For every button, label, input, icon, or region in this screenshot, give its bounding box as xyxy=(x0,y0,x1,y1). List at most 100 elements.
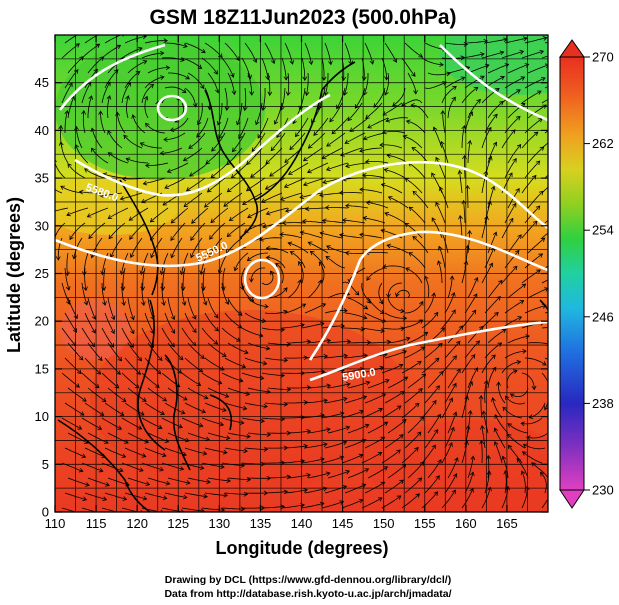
streamline-arrow xyxy=(439,62,444,67)
streamline xyxy=(257,117,269,139)
streamline-arrow xyxy=(77,369,82,375)
streamline xyxy=(184,447,207,455)
streamline-arrow xyxy=(486,454,491,460)
streamline-arrow xyxy=(124,439,129,444)
streamline-arrow xyxy=(438,342,443,348)
streamline-arrow xyxy=(339,411,345,417)
streamline xyxy=(161,252,169,275)
streamline xyxy=(107,432,129,444)
streamline xyxy=(527,237,545,254)
streamline xyxy=(387,244,409,254)
streamline xyxy=(501,486,509,509)
streamline-arrow xyxy=(74,143,79,149)
streamline-arrow xyxy=(522,348,527,354)
streamline-arrow xyxy=(461,199,467,205)
streamline-arrow xyxy=(462,154,467,160)
streamline xyxy=(224,402,247,410)
streamline xyxy=(61,372,80,388)
streamline-arrow xyxy=(119,196,125,201)
streamline-arrow xyxy=(519,49,525,55)
streamline xyxy=(341,454,363,464)
streamline xyxy=(83,252,89,275)
streamline-arrow xyxy=(232,147,237,153)
streamline xyxy=(516,458,529,479)
streamline-arrow xyxy=(400,308,405,314)
streamline-arrow xyxy=(383,167,389,173)
streamline xyxy=(441,489,456,509)
streamline-arrow xyxy=(64,271,70,277)
streamline xyxy=(224,492,248,495)
streamline xyxy=(484,201,491,224)
streamline xyxy=(201,282,207,306)
streamline-arrow xyxy=(164,184,169,189)
streamline-arrow xyxy=(106,95,112,100)
streamline-arrow xyxy=(150,253,155,259)
streamline xyxy=(84,267,87,291)
streamline-arrow xyxy=(114,383,120,389)
streamline-arrow xyxy=(417,477,423,482)
streamline-arrow xyxy=(166,168,172,174)
streamline xyxy=(190,237,203,258)
streamline xyxy=(431,172,443,194)
streamline xyxy=(322,147,343,159)
streamline-arrow xyxy=(345,203,350,209)
streamline xyxy=(325,207,349,209)
streamline xyxy=(104,312,115,334)
streamline xyxy=(104,35,122,44)
streamline-arrow xyxy=(121,453,127,458)
streamline xyxy=(81,462,103,472)
streamline-arrow xyxy=(458,325,464,331)
streamline xyxy=(467,99,481,119)
streamline-arrow xyxy=(467,229,472,235)
streamline xyxy=(324,310,348,314)
streamline xyxy=(84,35,99,44)
streamline-arrow xyxy=(160,509,164,512)
streamline xyxy=(404,346,425,359)
streamline xyxy=(441,309,456,329)
streamline xyxy=(302,220,326,224)
streamline-arrow xyxy=(321,218,327,224)
streamline xyxy=(141,327,154,348)
streamline xyxy=(244,42,257,63)
streamline-arrow xyxy=(399,434,404,439)
streamline-arrow xyxy=(319,192,324,198)
streamline xyxy=(459,170,463,194)
streamline xyxy=(147,342,163,361)
streamline-arrow xyxy=(343,353,349,359)
streamline-arrow xyxy=(405,119,411,125)
streamline xyxy=(236,102,243,125)
streamline xyxy=(61,417,82,430)
streamline-arrow xyxy=(431,292,437,297)
streamline-arrow xyxy=(382,129,387,135)
streamline-arrow xyxy=(516,359,522,365)
streamline xyxy=(61,327,76,347)
streamline-arrow xyxy=(418,53,424,58)
streamline-arrow xyxy=(463,260,469,265)
streamline-arrow xyxy=(464,440,469,446)
streamline-arrow xyxy=(222,352,227,357)
streamline-arrow xyxy=(242,106,248,112)
streamline-arrow xyxy=(159,50,165,56)
streamline-arrow xyxy=(308,60,314,66)
streamline xyxy=(384,212,406,224)
streamline xyxy=(527,64,548,74)
streamline-arrow xyxy=(346,382,351,387)
streamline-arrow xyxy=(161,452,167,458)
streamline-arrow xyxy=(556,224,560,228)
streamline-arrow xyxy=(239,285,245,291)
streamline xyxy=(521,269,541,284)
streamline-arrow xyxy=(448,442,453,447)
streamline xyxy=(501,316,522,329)
streamline xyxy=(197,102,203,125)
streamline-arrow xyxy=(533,131,539,137)
streamline xyxy=(404,301,424,314)
streamline-arrow xyxy=(344,139,350,144)
streamline-arrow xyxy=(492,366,497,372)
streamline-arrow xyxy=(522,443,528,448)
streamline xyxy=(167,342,184,360)
streamline-arrow xyxy=(402,350,408,355)
streamline xyxy=(361,327,385,332)
streamline-arrow xyxy=(401,419,407,424)
streamline-arrow xyxy=(323,398,328,404)
streamline-arrow xyxy=(170,315,176,321)
